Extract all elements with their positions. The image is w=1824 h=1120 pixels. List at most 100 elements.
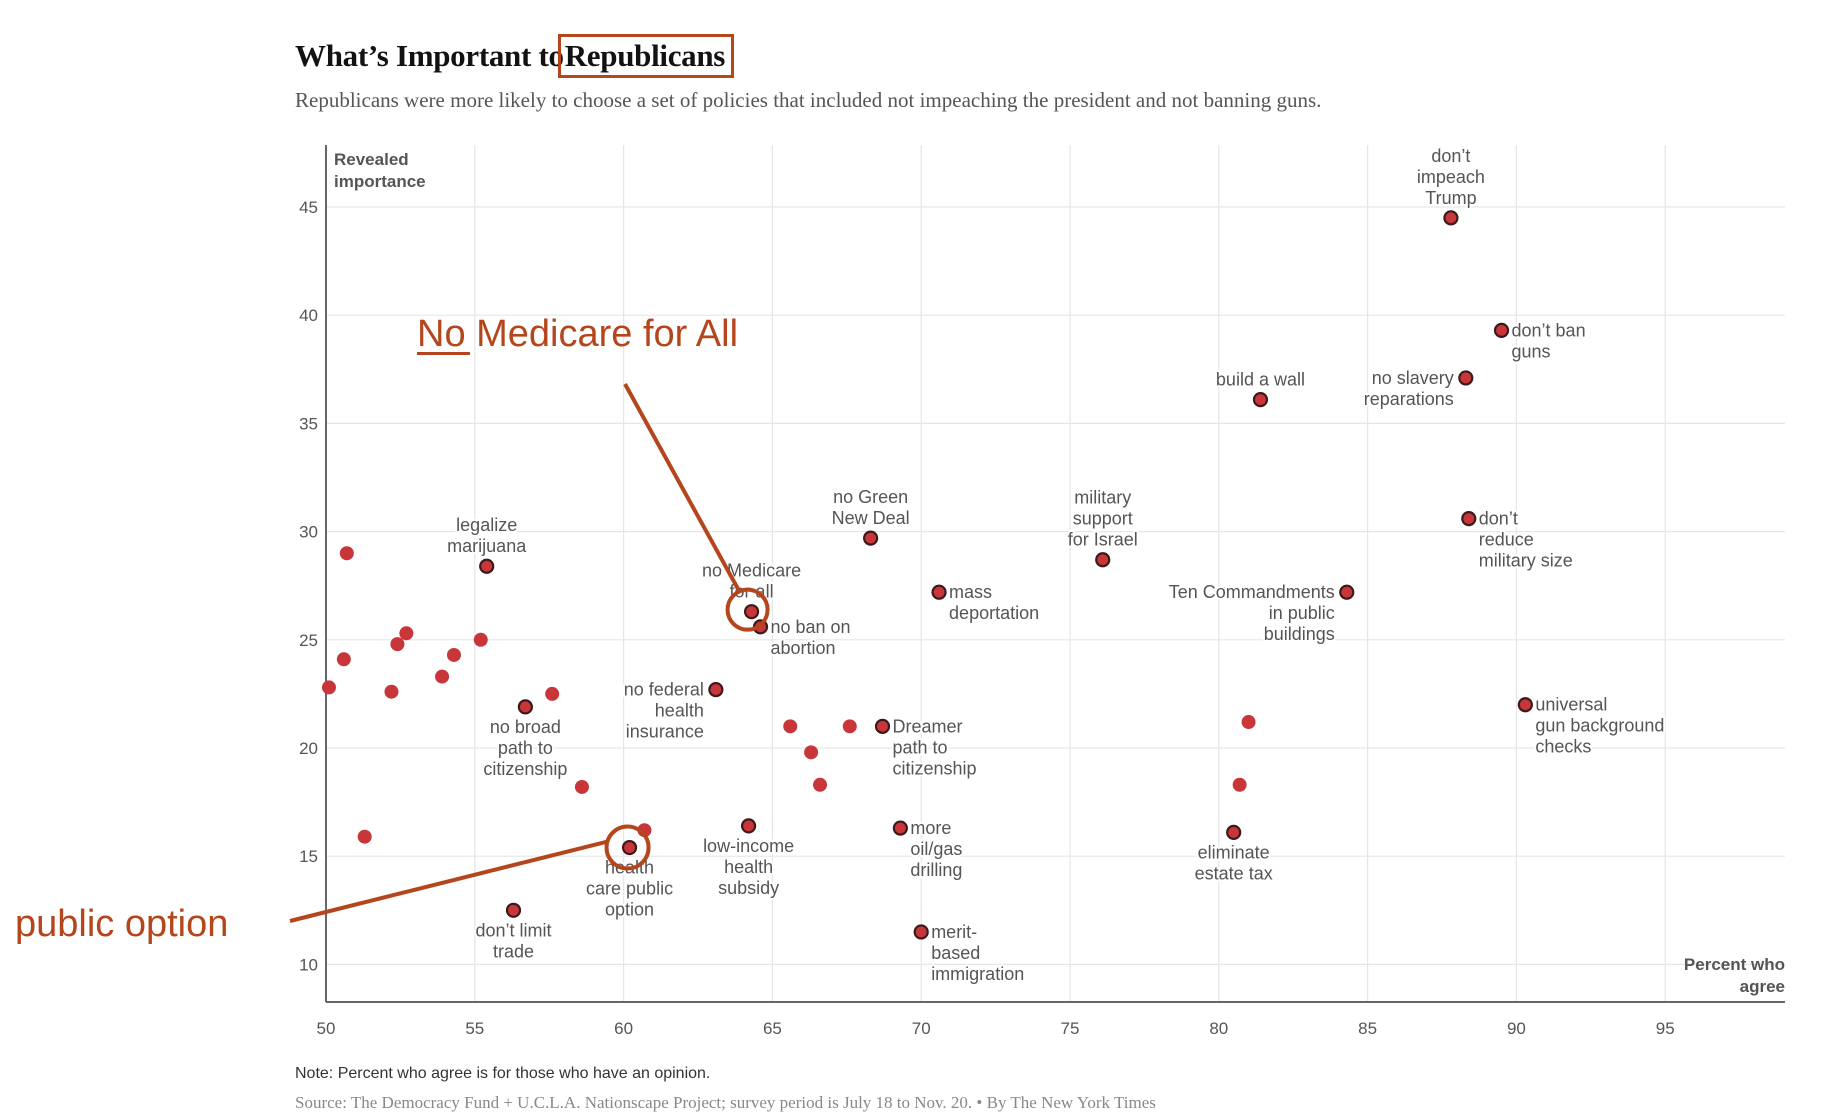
point-label: Trump — [1425, 188, 1476, 208]
point-label: subsidy — [718, 878, 779, 898]
data-point — [743, 604, 760, 620]
y-tick-label: 10 — [299, 955, 318, 974]
public-option-annotation: public option — [15, 903, 228, 945]
data-point — [1443, 210, 1459, 226]
point-label: impeach — [1417, 167, 1485, 187]
gridlines — [326, 145, 1785, 1002]
point-label: no Medicare — [702, 561, 801, 581]
data-point — [892, 820, 908, 836]
point-label: Ten Commandments — [1169, 582, 1335, 602]
point-label: buildings — [1264, 624, 1335, 644]
data-point — [931, 584, 947, 600]
footnote: Note: Percent who agree is for those who… — [295, 1065, 711, 1082]
title-prefix: What’s Important to — [295, 38, 564, 73]
x-tick-label: 95 — [1656, 1019, 1675, 1038]
data-point — [621, 839, 638, 856]
title-highlight-box: Republicans — [557, 34, 735, 78]
title-highlight: Republicans — [564, 38, 726, 73]
point-label: more — [910, 818, 951, 838]
point-label: build a wall — [1216, 370, 1305, 390]
data-point — [1493, 322, 1510, 338]
point-label: don’t ban — [1512, 320, 1586, 340]
data-point — [390, 637, 405, 652]
data-point — [336, 652, 351, 667]
point-label: military — [1074, 488, 1131, 508]
data-point — [435, 669, 450, 684]
axes — [325, 145, 1785, 1003]
point-label: don’t — [1479, 509, 1518, 529]
data-point — [357, 829, 372, 844]
point-label: trade — [493, 941, 534, 961]
annotation-rest: Medicare for All — [466, 313, 738, 355]
y-tick-label: 20 — [299, 739, 318, 758]
y-tick-label: 45 — [299, 198, 318, 217]
data-point — [813, 777, 828, 792]
medicare-leader-line — [623, 383, 742, 593]
point-label: New Deal — [832, 508, 910, 528]
y-tick-label: 15 — [299, 847, 318, 866]
data-point — [479, 558, 495, 574]
data-point — [863, 530, 879, 546]
point-label: low-income — [703, 836, 794, 856]
tick-labels: 50 55 60 65 70 75 80 85 90 95 10 15 20 25 30 35 40 45 — [299, 198, 1675, 1038]
point-label: immigration — [931, 964, 1024, 984]
y-tick-label: 25 — [299, 631, 318, 650]
data-point — [1339, 584, 1355, 600]
y-axis-label-line1: Revealed — [334, 150, 409, 169]
data-point — [740, 818, 757, 834]
point-label: in public — [1269, 603, 1335, 623]
data-point — [913, 924, 929, 940]
data-point — [1241, 715, 1256, 730]
point-label: deportation — [949, 603, 1039, 623]
x-tick-label: 55 — [465, 1019, 484, 1038]
data-point — [339, 546, 354, 561]
public-option-highlight-circle — [604, 824, 651, 871]
medicare-highlight-circle — [725, 587, 770, 632]
annotations: No Medicare for All public option — [15, 313, 770, 945]
annotation-underline — [417, 352, 470, 355]
data-point — [708, 681, 724, 698]
x-axis-label-line2: agree — [1740, 977, 1785, 996]
point-label: no ban on — [770, 617, 850, 637]
point-label: path to — [498, 738, 553, 758]
point-label: reduce — [1479, 530, 1534, 550]
point-label: no Green — [833, 487, 908, 507]
data-point — [783, 719, 798, 734]
point-label: checks — [1535, 737, 1591, 757]
data-point — [321, 680, 336, 695]
point-label: citizenship — [893, 758, 977, 778]
y-tick-label: 30 — [299, 523, 318, 542]
point-label: gun background — [1535, 716, 1664, 736]
annotation-underlined-word: No — [417, 313, 466, 355]
data-point — [473, 632, 488, 647]
medicare-annotation: No Medicare for All — [417, 313, 738, 355]
point-label: eliminate — [1198, 842, 1270, 862]
data-point — [804, 745, 819, 760]
point-label: Dreamer — [893, 716, 963, 736]
chart-title: What’s Important toRepublicans — [295, 34, 735, 78]
y-tick-label: 40 — [299, 306, 318, 325]
point-label: citizenship — [483, 759, 567, 779]
x-tick-label: 75 — [1061, 1019, 1080, 1038]
data-point — [1095, 552, 1111, 568]
data-point — [1226, 824, 1242, 840]
point-label: marijuana — [447, 536, 527, 556]
point-label: support — [1073, 509, 1133, 529]
point-label: abortion — [770, 638, 835, 658]
x-tick-label: 65 — [763, 1019, 782, 1038]
point-label: guns — [1512, 341, 1551, 361]
point-label: mass — [949, 582, 992, 602]
data-point — [505, 902, 522, 918]
point-label: don’t — [1431, 146, 1470, 166]
point-label: drilling — [910, 860, 962, 880]
data-point — [874, 718, 891, 734]
point-label: option — [605, 900, 654, 920]
point-label: estate tax — [1195, 863, 1273, 883]
point-label: no slavery — [1372, 368, 1454, 388]
x-tick-label: 70 — [912, 1019, 931, 1038]
data-point — [399, 626, 414, 641]
data-points — [321, 210, 1533, 940]
data-point — [517, 699, 533, 715]
point-label: legalize — [456, 515, 517, 535]
